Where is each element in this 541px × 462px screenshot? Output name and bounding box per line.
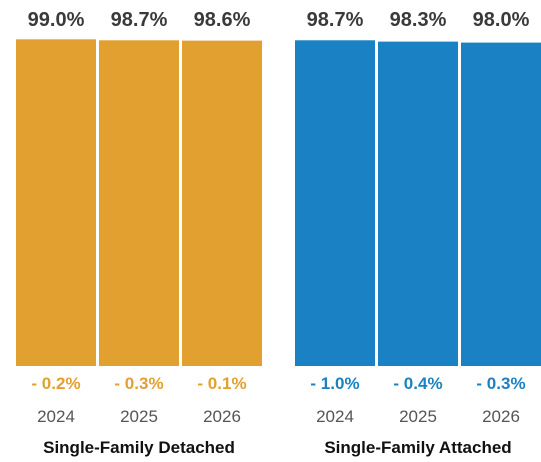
x-tick-label: 2024 bbox=[37, 407, 75, 426]
group-label: Single-Family Attached bbox=[324, 438, 511, 457]
data-label: 99.0% bbox=[28, 9, 85, 31]
change-label: - 0.3% bbox=[114, 374, 163, 393]
x-tick-label: 2025 bbox=[399, 407, 437, 426]
change-label: - 1.0% bbox=[310, 374, 359, 393]
data-label: 98.3% bbox=[390, 9, 447, 31]
bar bbox=[295, 40, 375, 366]
x-tick-label: 2026 bbox=[482, 407, 520, 426]
change-label: - 0.1% bbox=[197, 374, 246, 393]
x-tick-label: 2024 bbox=[316, 407, 354, 426]
bar bbox=[99, 40, 179, 366]
bar bbox=[16, 39, 96, 367]
x-tick-label: 2025 bbox=[120, 407, 158, 426]
data-label: 98.7% bbox=[111, 9, 168, 31]
data-label: 98.0% bbox=[473, 9, 530, 31]
data-label: 98.6% bbox=[194, 9, 251, 31]
bar bbox=[461, 42, 541, 366]
change-label: - 0.3% bbox=[476, 374, 525, 393]
change-label: - 0.4% bbox=[393, 374, 442, 393]
x-tick-label: 2026 bbox=[203, 407, 241, 426]
bar bbox=[378, 41, 458, 367]
bar bbox=[182, 40, 262, 367]
change-label: - 0.2% bbox=[31, 374, 80, 393]
data-label: 98.7% bbox=[307, 9, 364, 31]
group-label: Single-Family Detached bbox=[43, 438, 235, 457]
